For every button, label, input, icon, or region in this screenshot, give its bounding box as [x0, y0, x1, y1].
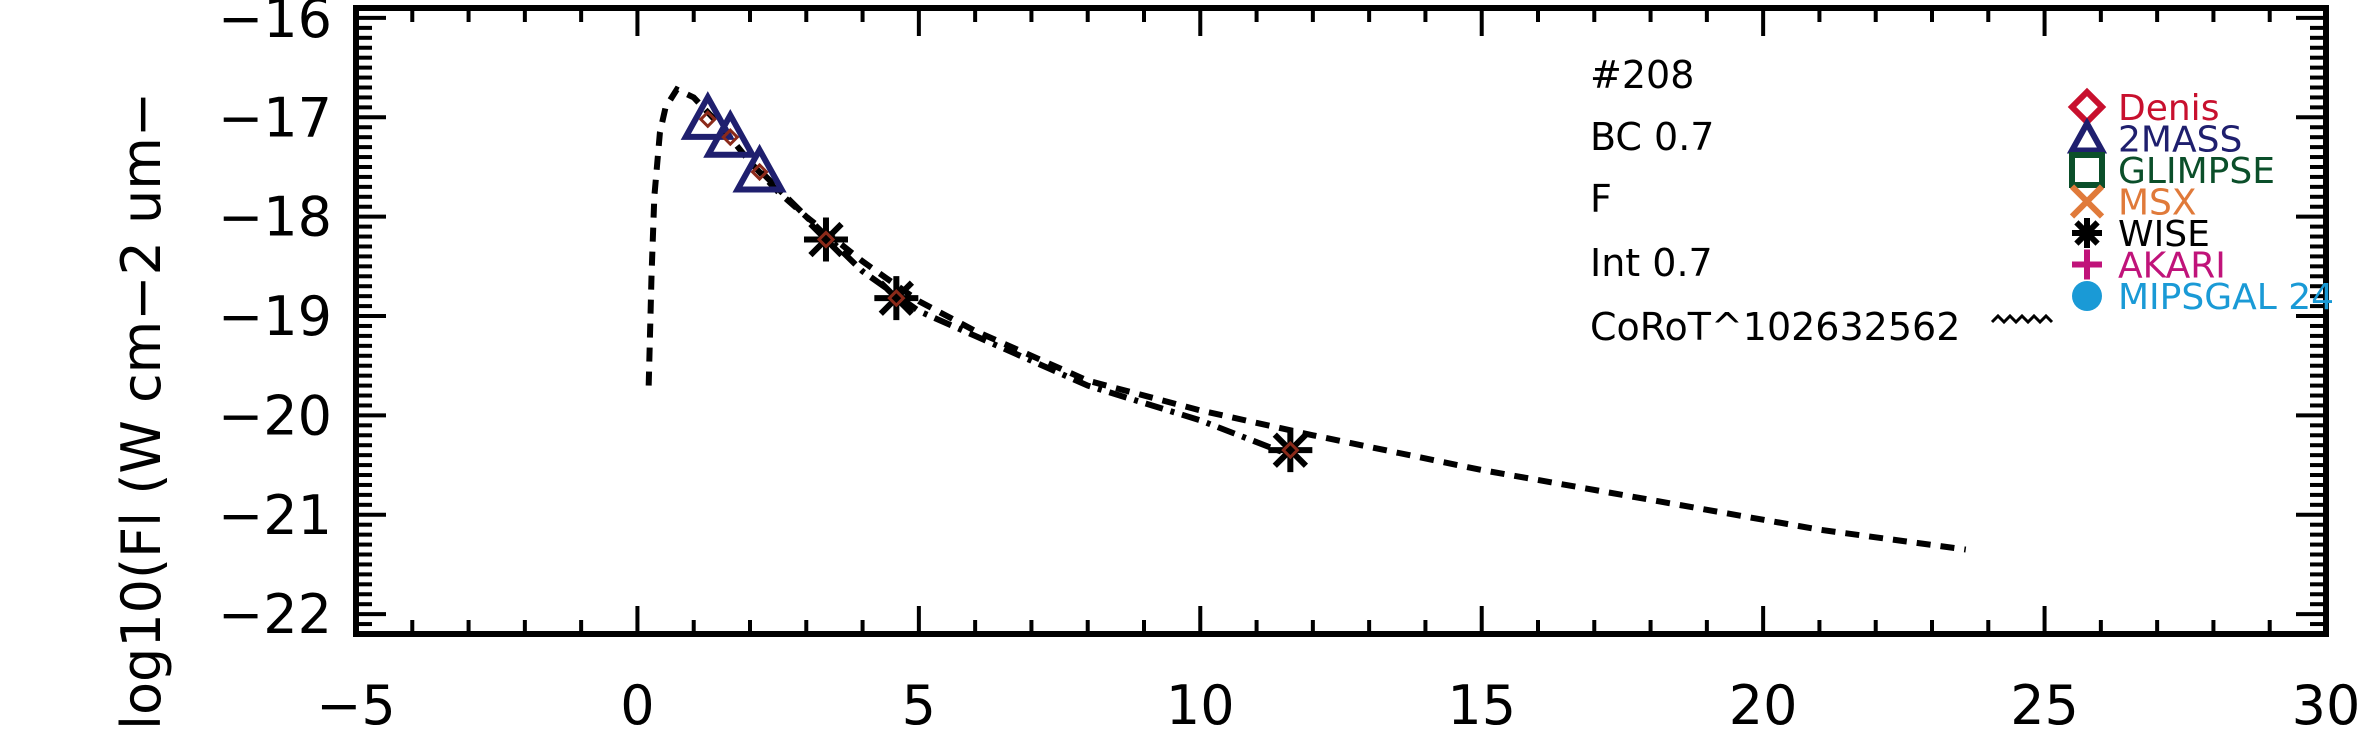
data-point-asterisk [803, 217, 848, 262]
annotation-f: F [1590, 177, 1612, 221]
legend-marker-x [2069, 184, 2105, 219]
legend-label: MSX [2118, 183, 2197, 224]
legend-label: Denis [2118, 88, 2219, 129]
data-point-asterisk [874, 276, 919, 321]
legend-label: MIPSGAL 24 [2118, 277, 2334, 318]
axis-ticks [354, 6, 2328, 636]
x-tick-label: 5 [902, 674, 936, 737]
annotation-id: #208 [1590, 53, 1694, 97]
y-tick-label: −16 [218, 0, 332, 50]
x-tick-labels: −5 0 5 10 15 20 25 30 [316, 674, 2360, 737]
plot-frame [353, 5, 2329, 637]
data-point-diamond-small [816, 230, 836, 249]
data-point-diamond-small [698, 110, 717, 129]
legend-label: AKARI [2118, 246, 2226, 287]
x-tick-label: 0 [620, 674, 654, 737]
y-axis-label: log10(Fl (W cm−2 um− [110, 92, 173, 730]
x-tick-label: 15 [1447, 674, 1516, 737]
legend-label: 2MASS [2118, 120, 2242, 161]
legend-marker-plus [2072, 249, 2102, 280]
annotation-block: #208 BC 0.7 F Int 0.7 CoRoT^102632562 [1590, 53, 2054, 349]
data-point-triangle [703, 108, 758, 158]
data-point-diamond-small [721, 128, 740, 147]
x-tick-label: 25 [2010, 674, 2079, 737]
legend-marker-asterisk [2072, 218, 2102, 248]
data-point-triangle [680, 91, 735, 140]
data-point-diamond-small [887, 289, 906, 308]
legend-marker-square [2069, 152, 2105, 188]
x-tick-label: 20 [1729, 674, 1798, 737]
data-point-diamond-small [1281, 441, 1300, 460]
legend-marker-triangle [2066, 117, 2108, 154]
y-tick-label: −22 [218, 583, 332, 646]
annotation-object: CoRoT^102632562 [1590, 305, 1960, 349]
legend-label: WISE [2118, 214, 2210, 255]
data-point-diamond-small [750, 162, 769, 182]
data-markers [680, 91, 1313, 473]
annotation-squiggle [1990, 313, 2054, 325]
model-curve-dashed [645, 85, 1967, 553]
x-tick-label: 30 [2292, 674, 2361, 737]
x-tick-label: −5 [316, 674, 396, 737]
y-tick-label: −19 [218, 285, 332, 348]
annotation-bc: BC 0.7 [1590, 115, 1714, 159]
x-tick-label: 10 [1166, 674, 1235, 737]
y-tick-label: −17 [218, 86, 332, 149]
y-tick-label: −21 [218, 484, 332, 547]
y-tick-label: −18 [218, 186, 332, 249]
y-tick-labels: −16 −17 −18 −19 −20 −21 −22 [218, 0, 332, 646]
annotation-int: Int 0.7 [1590, 241, 1713, 285]
data-point-triangle [732, 143, 787, 193]
legend-label: GLIMPSE [2118, 151, 2275, 192]
y-tick-label: −20 [218, 384, 332, 447]
data-point-asterisk [1268, 428, 1313, 473]
legend-marker-circle [2072, 281, 2102, 311]
